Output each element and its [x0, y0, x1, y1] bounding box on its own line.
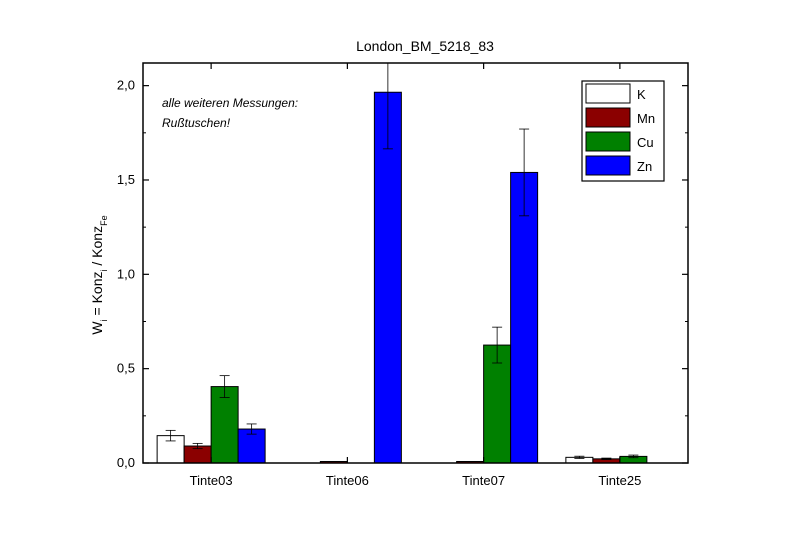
- annotation-line-1: alle weiteren Messungen:: [162, 96, 298, 110]
- bar-zn-tinte07: [510, 171, 539, 464]
- legend-label-k: K: [637, 87, 646, 102]
- x-tick-label: Tinte06: [326, 473, 369, 488]
- y-tick-label: 2,0: [117, 78, 135, 93]
- legend-label-cu: Cu: [637, 135, 654, 150]
- x-tick-label: Tinte07: [462, 473, 505, 488]
- legend-swatch-zn: [585, 155, 631, 176]
- legend-swatch-cu: [585, 131, 631, 152]
- bars-group: [156, 91, 648, 464]
- x-tick-label: Tinte25: [598, 473, 641, 488]
- legend-swatch-k: [585, 83, 631, 104]
- legend: K Mn Cu Zn: [581, 80, 665, 182]
- y-axis-label: Wi = Konzi / KonzFe: [89, 215, 109, 334]
- y-tick-label: 1,0: [117, 266, 135, 281]
- plot-frame: [142, 62, 689, 464]
- y-tick-label: 0,0: [117, 455, 135, 470]
- legend-label-mn: Mn: [637, 111, 655, 126]
- y-tick-label: 0,5: [117, 361, 135, 376]
- chart-title: London_BM_5218_83: [356, 38, 494, 54]
- annotation-line-2: Rußtuschen!: [162, 116, 231, 130]
- bar-cu-tinte03: [210, 386, 239, 464]
- legend-swatch-mn: [585, 107, 631, 128]
- x-tick-label: Tinte03: [190, 473, 233, 488]
- legend-label-zn: Zn: [637, 159, 652, 174]
- error-bars-group: [165, 63, 639, 461]
- y-tick-label: 1,5: [117, 172, 135, 187]
- axes-group: 0,0 0,5 1,0 1,5 2,0 Tinte03 Tinte06 Tinte07 Tint…: [117, 62, 689, 488]
